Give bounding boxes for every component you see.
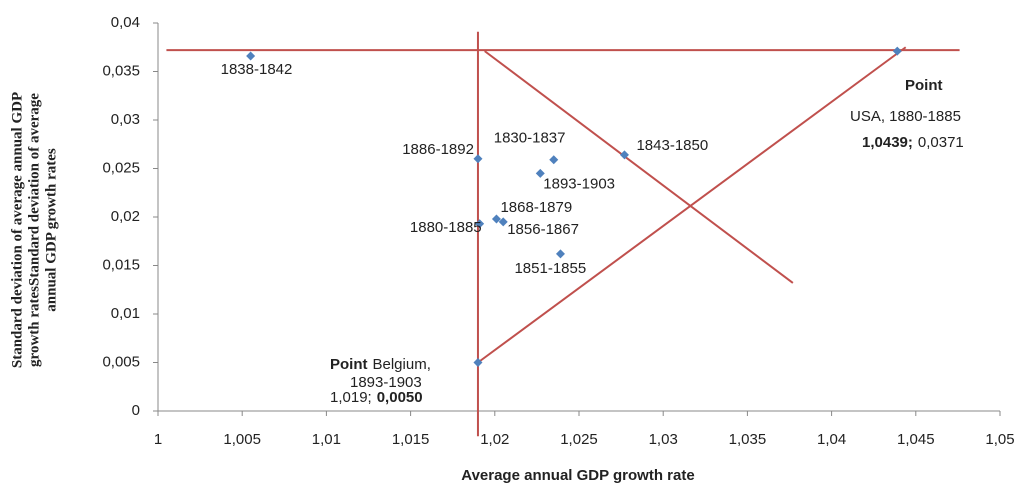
y-axis-label: Standard deviation of average annual GDP — [9, 92, 25, 368]
point-label: 1868-1879 — [500, 199, 572, 216]
point-label: 1886-1892 — [402, 141, 474, 158]
y-tick-label: 0,025 — [102, 159, 140, 176]
data-point — [246, 51, 256, 61]
data-point — [555, 249, 565, 259]
x-tick-label: 1,04 — [817, 431, 846, 448]
y-tick-label: 0,015 — [102, 256, 140, 273]
y-axis-label: annual GDP growth rates — [43, 148, 59, 312]
point-label: 1843-1850 — [636, 137, 708, 154]
data-point — [619, 150, 629, 160]
annotation: Point Belgium, — [330, 356, 431, 373]
x-tick-label: 1,02 — [480, 431, 509, 448]
annotation: Point — [905, 77, 943, 94]
y-tick-label: 0,035 — [102, 62, 140, 79]
reference-line — [477, 46, 907, 364]
x-axis-label: Average annual GDP growth rate — [461, 467, 694, 484]
point-label: 1851-1855 — [514, 260, 586, 277]
x-tick-label: 1,03 — [649, 431, 678, 448]
data-point — [475, 219, 485, 229]
annotation-part: 1893-1903 — [350, 374, 422, 391]
reference-line — [484, 50, 794, 284]
data-point — [892, 46, 902, 56]
data-point — [549, 155, 559, 165]
annotation: USA, 1880-1885 — [850, 108, 961, 125]
data-point — [491, 214, 501, 224]
annotation-part: 0,0050 — [377, 389, 423, 406]
y-tick-label: 0,01 — [111, 305, 140, 322]
point-label: 1893-1903 — [543, 175, 615, 192]
x-tick-label: 1,045 — [897, 431, 935, 448]
point-label: 1856-1867 — [507, 221, 579, 238]
annotation: 1,0439; 0,0371 — [862, 134, 964, 151]
x-tick-label: 1 — [154, 431, 162, 448]
annotation: 1,019; 0,0050 — [330, 389, 423, 406]
x-tick-label: 1,015 — [392, 431, 430, 448]
x-tick-label: 1,05 — [985, 431, 1014, 448]
annotation-part: USA, 1880-1885 — [850, 108, 961, 125]
annotation-part: 1,019; — [330, 389, 372, 406]
data-point — [535, 168, 545, 178]
x-tick-label: 1,035 — [729, 431, 767, 448]
y-tick-label: 0,02 — [111, 208, 140, 225]
y-tick-label: 0,005 — [102, 353, 140, 370]
annotation-part: 1,0439; — [862, 134, 913, 151]
point-label: 1880-1885 — [410, 219, 482, 236]
y-tick-label: 0,03 — [111, 111, 140, 128]
y-tick-label: 0 — [132, 402, 140, 419]
annotation-part: Belgium, — [373, 356, 431, 373]
point-label: 1830-1837 — [494, 130, 566, 147]
annotation-part: Point — [330, 356, 368, 373]
data-point — [473, 358, 483, 367]
x-tick-label: 1,01 — [312, 431, 341, 448]
annotation-part: Point — [905, 77, 943, 94]
point-label: 1838-1842 — [221, 61, 293, 78]
y-tick-label: 0,04 — [111, 14, 140, 31]
y-axis-label: growth ratesStandard deviation of averag… — [26, 93, 42, 367]
x-tick-label: 1,005 — [223, 431, 261, 448]
annotation: 1893-1903 — [350, 374, 422, 391]
data-point — [473, 154, 483, 164]
data-point — [498, 217, 508, 227]
x-tick-label: 1,025 — [560, 431, 598, 448]
annotation-part: 0,0371 — [918, 134, 964, 151]
